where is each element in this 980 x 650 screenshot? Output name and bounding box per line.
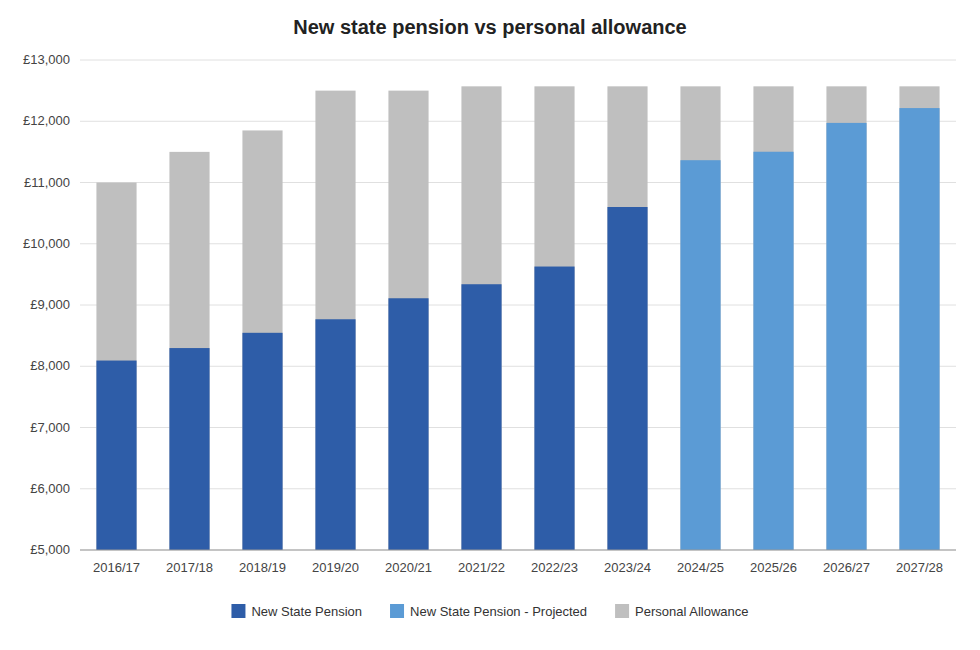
bar [315,319,355,550]
grid-line [80,488,956,489]
x-tick-label: 2019/20 [312,560,359,575]
x-tick-label: 2020/21 [385,560,432,575]
legend-entry: New State Pension [231,604,362,619]
grid-line [80,305,956,306]
grid-line [80,121,956,122]
bar [388,298,428,550]
x-tick-label: 2021/22 [458,560,505,575]
x-axis [80,550,956,551]
y-tick-label: £12,000 [23,113,70,128]
x-tick-label: 2018/19 [239,560,286,575]
bar [461,86,501,550]
bar [534,267,574,550]
title: New state pension vs personal allowance [293,16,686,38]
legend-swatch [231,604,245,618]
chart: New state pension vs personal allowance £… [0,0,980,650]
bar [388,91,428,550]
bar [242,130,282,550]
x-tick-label: 2026/27 [823,560,870,575]
bar [461,284,501,550]
x-tick-label: 2024/25 [677,560,724,575]
x-tick-label: 2016/17 [93,560,140,575]
x-tick-label: 2025/26 [750,560,797,575]
grid-line [80,243,956,244]
bars [96,86,939,550]
bar [680,160,720,550]
y-tick-label: £10,000 [23,236,70,251]
x-tick-label: 2017/18 [166,560,213,575]
grid-line [80,550,956,551]
y-tick-label: £5,000 [30,542,70,557]
y-tick-label: £9,000 [30,297,70,312]
bar [899,108,939,550]
y-tick-label: £7,000 [30,420,70,435]
legend-entry: Personal Allowance [615,604,748,619]
bar [96,183,136,551]
x-tick-label: 2027/28 [896,560,943,575]
bar [96,361,136,550]
legend: New State Pension New State Pension - Pro… [231,604,748,619]
legend-label: New State Pension [251,604,362,619]
bar [315,91,355,550]
bar [169,348,209,550]
y-tick-label: £8,000 [30,358,70,373]
legend-entry: New State Pension - Projected [390,604,587,619]
bar [534,86,574,550]
bar [169,152,209,550]
grid-line [80,182,956,183]
grid [80,60,956,550]
bar [826,86,866,550]
legend-label: New State Pension - Projected [410,604,587,619]
legend-swatch [390,604,404,618]
bar [899,86,939,550]
bar [753,152,793,550]
bar [242,333,282,550]
x-tick-label: 2022/23 [531,560,578,575]
y-tick-label: £13,000 [23,52,70,67]
grid-line [80,366,956,367]
legend-swatch [615,604,629,618]
bar [607,207,647,550]
legend-label: Personal Allowance [635,604,748,619]
y-tick-label: £6,000 [30,481,70,496]
x-tick-label: 2023/24 [604,560,651,575]
bar [680,86,720,550]
grid-line [80,427,956,428]
bar [753,86,793,550]
bar [826,123,866,550]
grid-line [80,60,956,61]
y-tick-label: £11,000 [24,175,70,190]
bar [607,86,647,550]
